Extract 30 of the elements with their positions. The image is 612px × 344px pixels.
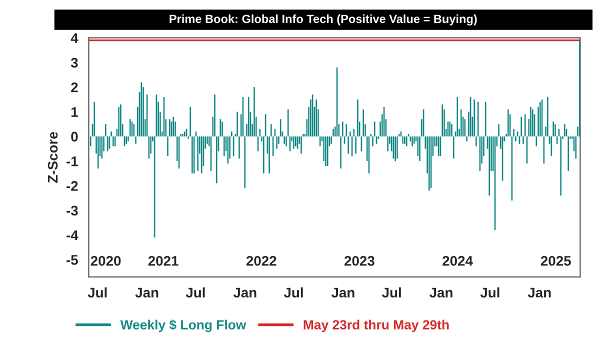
- annotation: 2025: [540, 256, 571, 266]
- y-tick-label: 0: [71, 132, 78, 142]
- annotation: 2024: [442, 256, 473, 266]
- legend-label: May 23rd thru May 29th: [304, 320, 449, 332]
- x-tick-label: Jul: [186, 287, 205, 298]
- y-axis-title: Z-Score: [48, 132, 58, 183]
- y-tick-label: -5: [66, 255, 78, 265]
- y-tick-label: -3: [66, 206, 78, 216]
- y-tick-label: -2: [66, 181, 78, 191]
- x-tick-label: Jul: [284, 287, 303, 298]
- x-tick-label: Jan: [135, 288, 158, 298]
- y-tick-label: 2: [71, 82, 78, 92]
- annotation: 2020: [90, 256, 121, 266]
- x-tick-label: Jul: [480, 287, 500, 298]
- x-tick-label: Jul: [382, 287, 401, 298]
- y-tick-label: 1: [71, 107, 78, 117]
- y-tick-label: -4: [66, 230, 78, 240]
- y-tick-label: 3: [70, 58, 78, 68]
- annotation: 2022: [246, 256, 276, 266]
- x-tick-label: Jul: [88, 287, 107, 298]
- x-tick-label: Jan: [331, 288, 354, 298]
- x-tick-label: Jan: [430, 288, 452, 298]
- annotation: 2021: [148, 256, 178, 266]
- y-tick-label: -1: [66, 156, 78, 166]
- x-tick-label: Jan: [233, 288, 256, 298]
- y-tick-label: 4: [70, 33, 78, 43]
- legend-label: Weekly $ Long Flow: [120, 320, 246, 332]
- x-tick-label: Jan: [528, 288, 551, 298]
- annotation: 2023: [344, 256, 374, 266]
- chart-title: Prime Book: Global Info Tech (Positive Value = Buying): [170, 14, 477, 26]
